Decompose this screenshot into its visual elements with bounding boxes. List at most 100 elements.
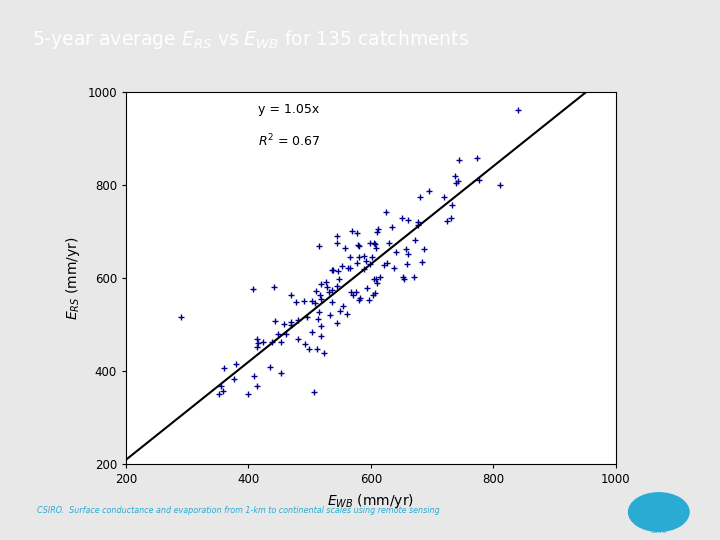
Text: 5-year average $E_{RS}$ vs $E_{WB}$ for 135 catchments: 5-year average $E_{RS}$ vs $E_{WB}$ for …: [32, 28, 469, 51]
Text: csiro: csiro: [651, 528, 667, 534]
Point: [344, 253, 356, 261]
Point: [346, 227, 357, 235]
Point: [251, 382, 262, 390]
Point: [286, 318, 297, 326]
Point: [386, 223, 397, 232]
Point: [354, 295, 365, 304]
Text: CSIRO.  Surface conductance and evaporation from 1-km to continental scales usin: CSIRO. Surface conductance and evaporati…: [37, 507, 440, 515]
Point: [474, 176, 485, 185]
Point: [257, 337, 269, 346]
Point: [301, 313, 312, 321]
Point: [279, 320, 290, 329]
Point: [218, 364, 230, 373]
Circle shape: [629, 493, 689, 531]
Point: [303, 345, 315, 353]
Text: y = 1.05x: y = 1.05x: [258, 103, 320, 116]
Point: [313, 242, 325, 251]
Point: [364, 239, 376, 247]
Point: [371, 279, 382, 288]
Point: [315, 279, 327, 288]
Point: [268, 283, 279, 292]
Point: [331, 281, 343, 290]
Point: [366, 253, 378, 262]
Point: [383, 239, 395, 247]
Point: [332, 267, 343, 275]
Point: [368, 275, 379, 284]
Point: [309, 298, 320, 307]
Point: [423, 186, 435, 195]
Point: [414, 193, 426, 201]
Point: [251, 334, 263, 343]
Point: [453, 156, 464, 165]
Point: [276, 338, 287, 346]
Point: [351, 288, 362, 296]
Point: [413, 218, 424, 226]
Point: [266, 338, 278, 346]
Point: [379, 260, 390, 269]
Point: [292, 335, 304, 343]
X-axis label: $E_{WB}$ (mm/yr): $E_{WB}$ (mm/yr): [328, 492, 414, 510]
Point: [290, 298, 302, 306]
Point: [275, 368, 287, 377]
Point: [310, 287, 322, 295]
Point: [416, 258, 428, 266]
Point: [252, 339, 264, 347]
Point: [401, 260, 413, 269]
Point: [351, 229, 363, 238]
Point: [371, 228, 382, 237]
Point: [217, 386, 229, 395]
Point: [215, 382, 226, 390]
Point: [353, 241, 364, 249]
Point: [398, 274, 410, 283]
Point: [312, 308, 324, 316]
Point: [292, 316, 304, 325]
Point: [285, 291, 297, 300]
Point: [272, 330, 284, 339]
Point: [306, 296, 318, 305]
Point: [327, 266, 338, 274]
Point: [369, 239, 380, 248]
Point: [306, 328, 318, 336]
Point: [243, 390, 254, 399]
Point: [230, 360, 242, 368]
Point: [347, 291, 359, 300]
Point: [364, 259, 376, 268]
Point: [298, 297, 310, 306]
Point: [354, 241, 365, 250]
Point: [361, 284, 372, 293]
Point: [320, 278, 332, 287]
Text: $R^{2}$ = 0.67: $R^{2}$ = 0.67: [258, 133, 321, 150]
Point: [370, 244, 382, 252]
Point: [338, 302, 349, 310]
Point: [380, 208, 392, 217]
Point: [315, 295, 327, 303]
Point: [351, 259, 363, 267]
Point: [446, 201, 458, 210]
Point: [285, 321, 297, 329]
Point: [441, 217, 453, 226]
Point: [513, 106, 524, 115]
Point: [438, 192, 449, 201]
Point: [359, 265, 370, 274]
Point: [331, 319, 343, 327]
Point: [372, 225, 384, 233]
Point: [359, 252, 370, 261]
Point: [412, 221, 423, 230]
Point: [325, 310, 336, 319]
Point: [342, 309, 354, 318]
Point: [408, 273, 420, 282]
Point: [446, 214, 457, 222]
Point: [280, 329, 292, 338]
Point: [367, 291, 379, 299]
Point: [397, 213, 408, 222]
Point: [402, 215, 413, 224]
Point: [326, 286, 338, 294]
Point: [494, 180, 505, 189]
Point: [331, 232, 343, 241]
Point: [369, 288, 380, 297]
Point: [315, 331, 327, 340]
Point: [309, 388, 320, 396]
Point: [374, 273, 385, 282]
Point: [334, 307, 346, 316]
Point: [345, 288, 356, 296]
